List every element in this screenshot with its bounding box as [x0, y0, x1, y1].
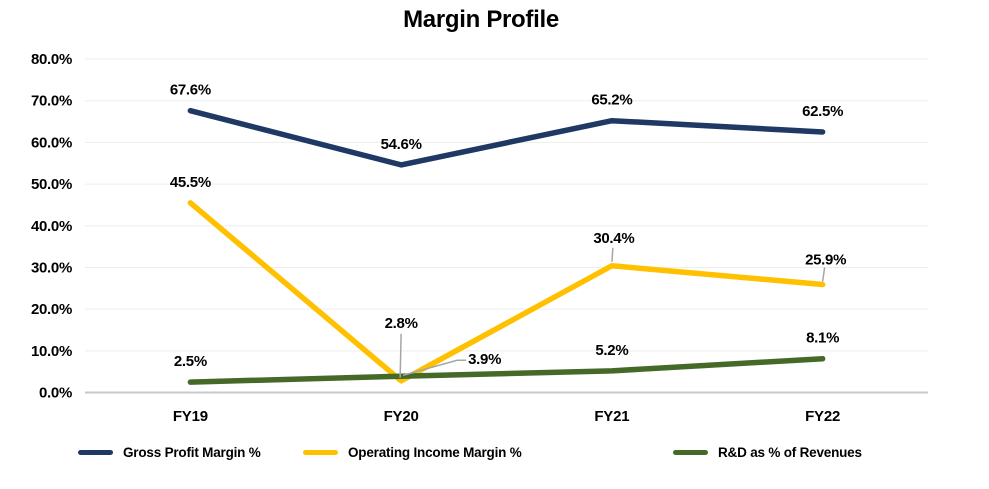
operating-income-margin-data-label: 45.5% — [170, 174, 211, 191]
gross-profit-margin-data-label: 62.5% — [802, 103, 843, 120]
gross-profit-margin-data-label: 54.6% — [381, 136, 422, 153]
y-axis-tick-label: 70.0% — [31, 93, 72, 110]
y-axis-tick-label: 40.0% — [31, 218, 72, 235]
label-leader-line — [611, 247, 614, 262]
gross-profit-margin-data-label: 67.6% — [170, 82, 211, 99]
chart-title: Margin Profile — [403, 6, 559, 33]
x-axis-tick-label: FY21 — [594, 408, 629, 425]
r-d-as-of-revenues-line — [187, 355, 826, 385]
y-axis-tick-label: 0.0% — [39, 385, 72, 402]
label-leader-line — [821, 267, 826, 282]
operating-income-margin-data-label: 30.4% — [593, 230, 634, 247]
operating-income-margin-data-label: 25.9% — [805, 252, 846, 269]
x-axis-tick-label: FY20 — [384, 408, 419, 425]
y-axis-tick-label: 10.0% — [31, 343, 72, 360]
gross-profit-margin-line — [187, 107, 826, 168]
operating-income-margin-line — [187, 200, 826, 384]
x-axis-tick-label: FY22 — [805, 408, 840, 425]
y-axis-tick-label: 50.0% — [31, 176, 72, 193]
r-d-as-of-revenues-data-label: 3.9% — [468, 351, 501, 368]
x-axis-tick-label: FY19 — [173, 408, 208, 425]
y-axis-tick-label: 60.0% — [31, 134, 72, 151]
operating-income-margin-data-label: 2.8% — [385, 315, 418, 332]
r-d-as-of-revenues-data-label: 2.5% — [174, 353, 207, 370]
label-leader-line — [399, 333, 402, 378]
label-leader-line — [402, 359, 467, 376]
y-axis-tick-label: 20.0% — [31, 301, 72, 318]
r-d-as-of-revenues-data-label: 8.1% — [806, 330, 839, 347]
y-axis-tick-label: 80.0% — [31, 51, 72, 68]
y-axis-tick-label: 30.0% — [31, 259, 72, 276]
r-d-as-of-revenues-data-label: 5.2% — [595, 342, 628, 359]
gross-profit-margin-data-label: 65.2% — [591, 92, 632, 109]
